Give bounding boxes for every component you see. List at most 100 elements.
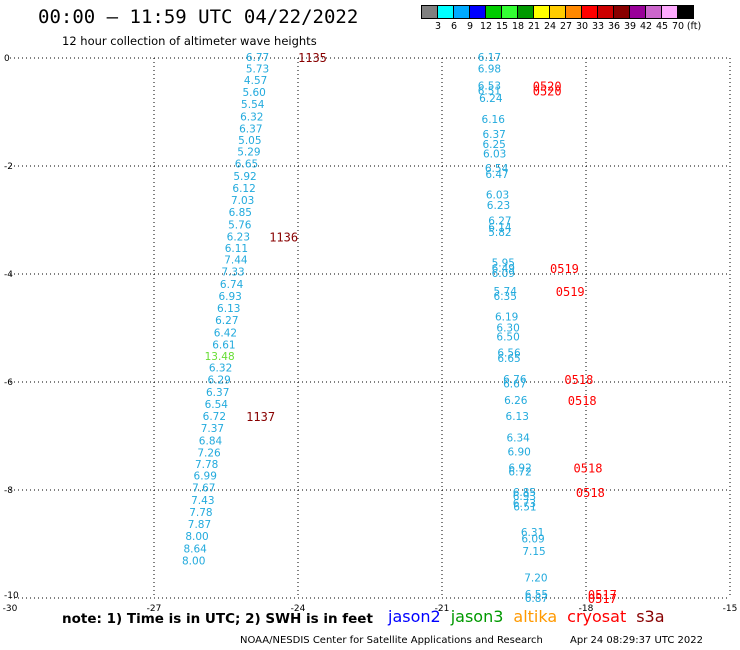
wave-height-label: 6.23 [227, 231, 250, 243]
wave-height-label: 5.76 [228, 219, 252, 231]
wave-height-label: 6.29 [207, 374, 230, 386]
wave-height-label: 7.67 [192, 482, 215, 494]
wave-height-label: 6.84 [199, 435, 223, 447]
wave-height-label: 6.50 [496, 332, 519, 344]
wave-height-label: 6.25 [482, 139, 505, 151]
x-tick-label: -21 [435, 604, 450, 614]
color-scale-label: 15 [495, 21, 509, 32]
wave-height-label: 6.37 [239, 123, 262, 135]
wave-height-label: 6.54 [485, 163, 509, 175]
wave-height-label: 6.77 [246, 52, 269, 64]
wave-height-label: 7.20 [524, 573, 547, 585]
pass-time-label: 0520 [533, 80, 562, 94]
wave-height-label: 6.35 [494, 291, 517, 303]
wave-height-label: 6.13 [506, 411, 529, 423]
wave-height-label: 5.95 [492, 258, 515, 270]
wave-height-label: 6.03 [483, 149, 506, 161]
wave-height-label: 7.37 [201, 423, 224, 435]
wave-height-label: 6.74 [220, 279, 244, 291]
wave-height-label: 6.85 [513, 487, 536, 499]
wave-height-label: 6.30 [496, 323, 519, 335]
wave-height-label: 6.24 [479, 93, 503, 105]
color-scale-label: 21 [527, 21, 541, 32]
wave-height-label: 6.31 [521, 527, 544, 539]
wave-height-label: 6.19 [495, 312, 518, 324]
wave-height-label: 8.00 [185, 531, 208, 543]
x-tick-label: -30 [3, 604, 18, 614]
color-scale-label: (ft) [686, 21, 702, 32]
wave-height-label: 6.16 [482, 114, 506, 126]
satellite-legend-item: s3a [636, 607, 665, 626]
wave-height-label: 6.93 [513, 491, 536, 503]
color-scale-label: 9 [466, 21, 474, 32]
wave-height-label: 6.23 [487, 200, 510, 212]
wave-height-label: 6.90 [507, 447, 530, 459]
wave-height-label: 6.47 [485, 169, 508, 181]
wave-height-label: 6.72 [203, 411, 226, 423]
wave-height-label: 6.99 [194, 471, 217, 483]
color-scale-label: 70 [671, 21, 685, 32]
wave-height-label: 6.49 [492, 263, 515, 275]
wave-height-label: 6.98 [478, 63, 501, 75]
pass-time-label: 0519 [556, 285, 585, 299]
wave-height-label: 7.26 [197, 447, 221, 459]
color-scale-label: 18 [511, 21, 525, 32]
wave-height-label: 6.17 [478, 52, 501, 64]
wave-height-label: 6.93 [218, 291, 241, 303]
wave-height-label: 6.67 [503, 379, 526, 391]
y-tick-label: -10 [4, 591, 19, 601]
wave-height-label: 7.87 [188, 519, 211, 531]
wave-height-label: 6.54 [205, 399, 229, 411]
pass-time-label: 0520 [533, 84, 562, 98]
wave-height-label: 6.85 [229, 207, 252, 219]
wave-height-label: 8.64 [183, 543, 207, 555]
wave-height-label: 6.76 [503, 374, 527, 386]
pass-time-label: 0518 [564, 373, 593, 387]
wave-height-label: 6.32 [240, 111, 263, 123]
wave-height-label: 5.54 [241, 99, 265, 111]
pass-time-label: 0517 [588, 592, 617, 606]
color-scale-label: 39 [623, 21, 637, 32]
x-tick-label: -15 [723, 604, 738, 614]
wave-height-label: 6.56 [497, 347, 521, 359]
wave-height-label: 6.51 [513, 501, 536, 513]
wave-height-label: 7.43 [191, 495, 214, 507]
generated-timestamp: Apr 24 08:29:37 UTC 2022 [570, 635, 703, 646]
color-scale-label: 42 [639, 21, 653, 32]
satellite-legend-item: jason3 [450, 607, 504, 626]
wave-height-label: 6.53 [478, 81, 501, 93]
color-scale-label: 24 [543, 21, 557, 32]
wave-height-label: 6.13 [217, 303, 240, 315]
color-scale-label: 12 [479, 21, 493, 32]
chart-title: 00:00 – 11:59 UTC 04/22/2022 [38, 6, 359, 28]
color-swatch [677, 5, 694, 19]
y-tick-label: 0 [4, 54, 10, 64]
wave-height-label: 6.65 [497, 353, 520, 365]
satellite-legend: jason2 jason3 altika cryosat s3a [388, 607, 675, 626]
wave-height-label: 13.48 [205, 351, 235, 363]
wave-height-label: 6.87 [525, 593, 548, 605]
wave-height-label: 7.03 [231, 195, 254, 207]
wave-height-label: 5.82 [488, 227, 511, 239]
wave-height-label: 8.00 [182, 555, 205, 567]
wave-height-label: 6.92 [508, 462, 531, 474]
footnote: note: 1) Time is in UTC; 2) SWH is in fe… [62, 611, 373, 627]
wave-height-label: 6.11 [225, 243, 248, 255]
pass-time-label: 1137 [246, 410, 275, 424]
wave-height-label: 7.15 [522, 546, 545, 558]
wave-height-label: 6.12 [232, 183, 255, 195]
wave-height-label: 7.78 [195, 459, 218, 471]
satellite-legend-item: cryosat [567, 607, 627, 626]
wave-height-label: 6.09 [521, 534, 544, 546]
y-tick-label: -8 [4, 486, 13, 496]
y-tick-label: -4 [4, 270, 13, 280]
y-tick-label: -6 [4, 378, 13, 388]
color-scale-label: 6 [450, 21, 458, 32]
wave-height-label: 6.61 [212, 339, 235, 351]
wave-height-label: 5.29 [237, 147, 260, 159]
x-tick-label: -18 [579, 604, 594, 614]
pass-time-label: 0517 [588, 588, 617, 602]
color-scale-label: 45 [655, 21, 669, 32]
color-scale-legend [421, 5, 694, 19]
